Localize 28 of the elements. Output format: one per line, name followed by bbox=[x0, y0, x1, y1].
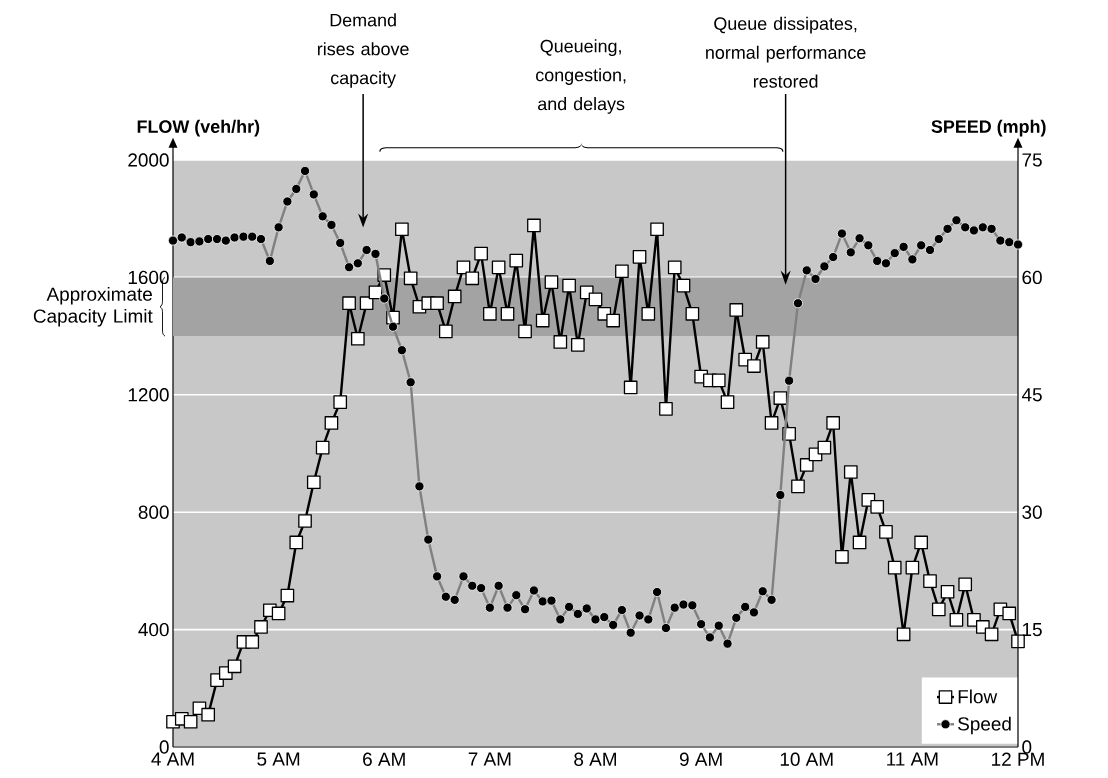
y-tick-label: 1200 bbox=[128, 388, 169, 402]
y-tick-label: 400 bbox=[138, 622, 169, 637]
y2-tick-label: 0 bbox=[1022, 740, 1032, 754]
band-label: Approximate Capacity Limit bbox=[33, 286, 153, 327]
x-tick-label: 11 AM bbox=[887, 752, 938, 766]
y-tick-label: 0 bbox=[159, 740, 169, 754]
y2-tick-label: 30 bbox=[1022, 505, 1042, 519]
y-tick-label: 800 bbox=[138, 505, 169, 519]
y-axis-title: FLOW (veh/hr) bbox=[137, 119, 260, 137]
text: Queue dissipates, normal performance restored bbox=[706, 16, 866, 88]
text: Demand rises above capacity bbox=[317, 13, 409, 88]
y2-axis-title: SPEED (mph) bbox=[931, 119, 1046, 137]
legend-label: Flow bbox=[958, 689, 998, 704]
y2-tick-label: 15 bbox=[1022, 623, 1042, 637]
y-tick-label: 2000 bbox=[128, 153, 169, 167]
y2-tick-label: 45 bbox=[1021, 388, 1042, 402]
x-tick-label: 5 AM bbox=[257, 752, 300, 766]
x-tick-label: 9 AM bbox=[679, 752, 722, 766]
y-tick-label: 1600 bbox=[128, 270, 169, 285]
x-tick-label: 10 AM bbox=[780, 752, 833, 766]
y2-tick-label: 75 bbox=[1022, 153, 1042, 167]
x-tick-label: 8 AM bbox=[574, 752, 617, 766]
x-tick-label: 12 PM bbox=[992, 752, 1044, 766]
x-tick-label: 6 AM bbox=[363, 752, 405, 766]
legend-label: Speed bbox=[958, 716, 1011, 735]
x-tick-label: 7 AM bbox=[468, 752, 511, 766]
y2-tick-label: 60 bbox=[1022, 270, 1042, 285]
text: Queueing, congestion, and delays bbox=[536, 39, 626, 114]
